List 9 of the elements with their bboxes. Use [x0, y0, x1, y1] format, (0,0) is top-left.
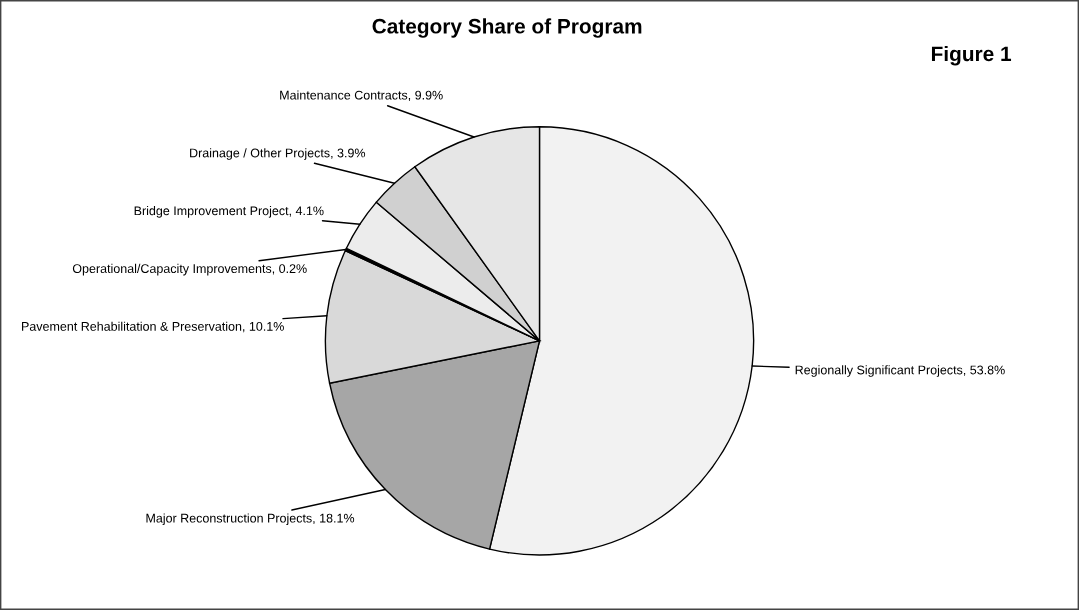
slice-label: Drainage / Other Projects, 3.9%	[190, 148, 366, 160]
chart-title: Category Share of Program	[372, 18, 642, 38]
slice-label: Regionally Significant Projects, 53.8%	[795, 365, 1005, 377]
slice-label: Operational/Capacity Improvements, 0.2%	[72, 263, 307, 276]
slice-label: Pavement Rehabilitation & Preservation, 10.1%	[22, 321, 284, 333]
caption: Figure 1	[931, 45, 1012, 66]
slice-label: Bridge Improvement Project, 4.1%	[134, 206, 324, 218]
slice-label: Major Reconstruction Projects, 18.1%	[146, 513, 355, 526]
slice-label: Maintenance Contracts, 9.9%	[280, 90, 443, 102]
